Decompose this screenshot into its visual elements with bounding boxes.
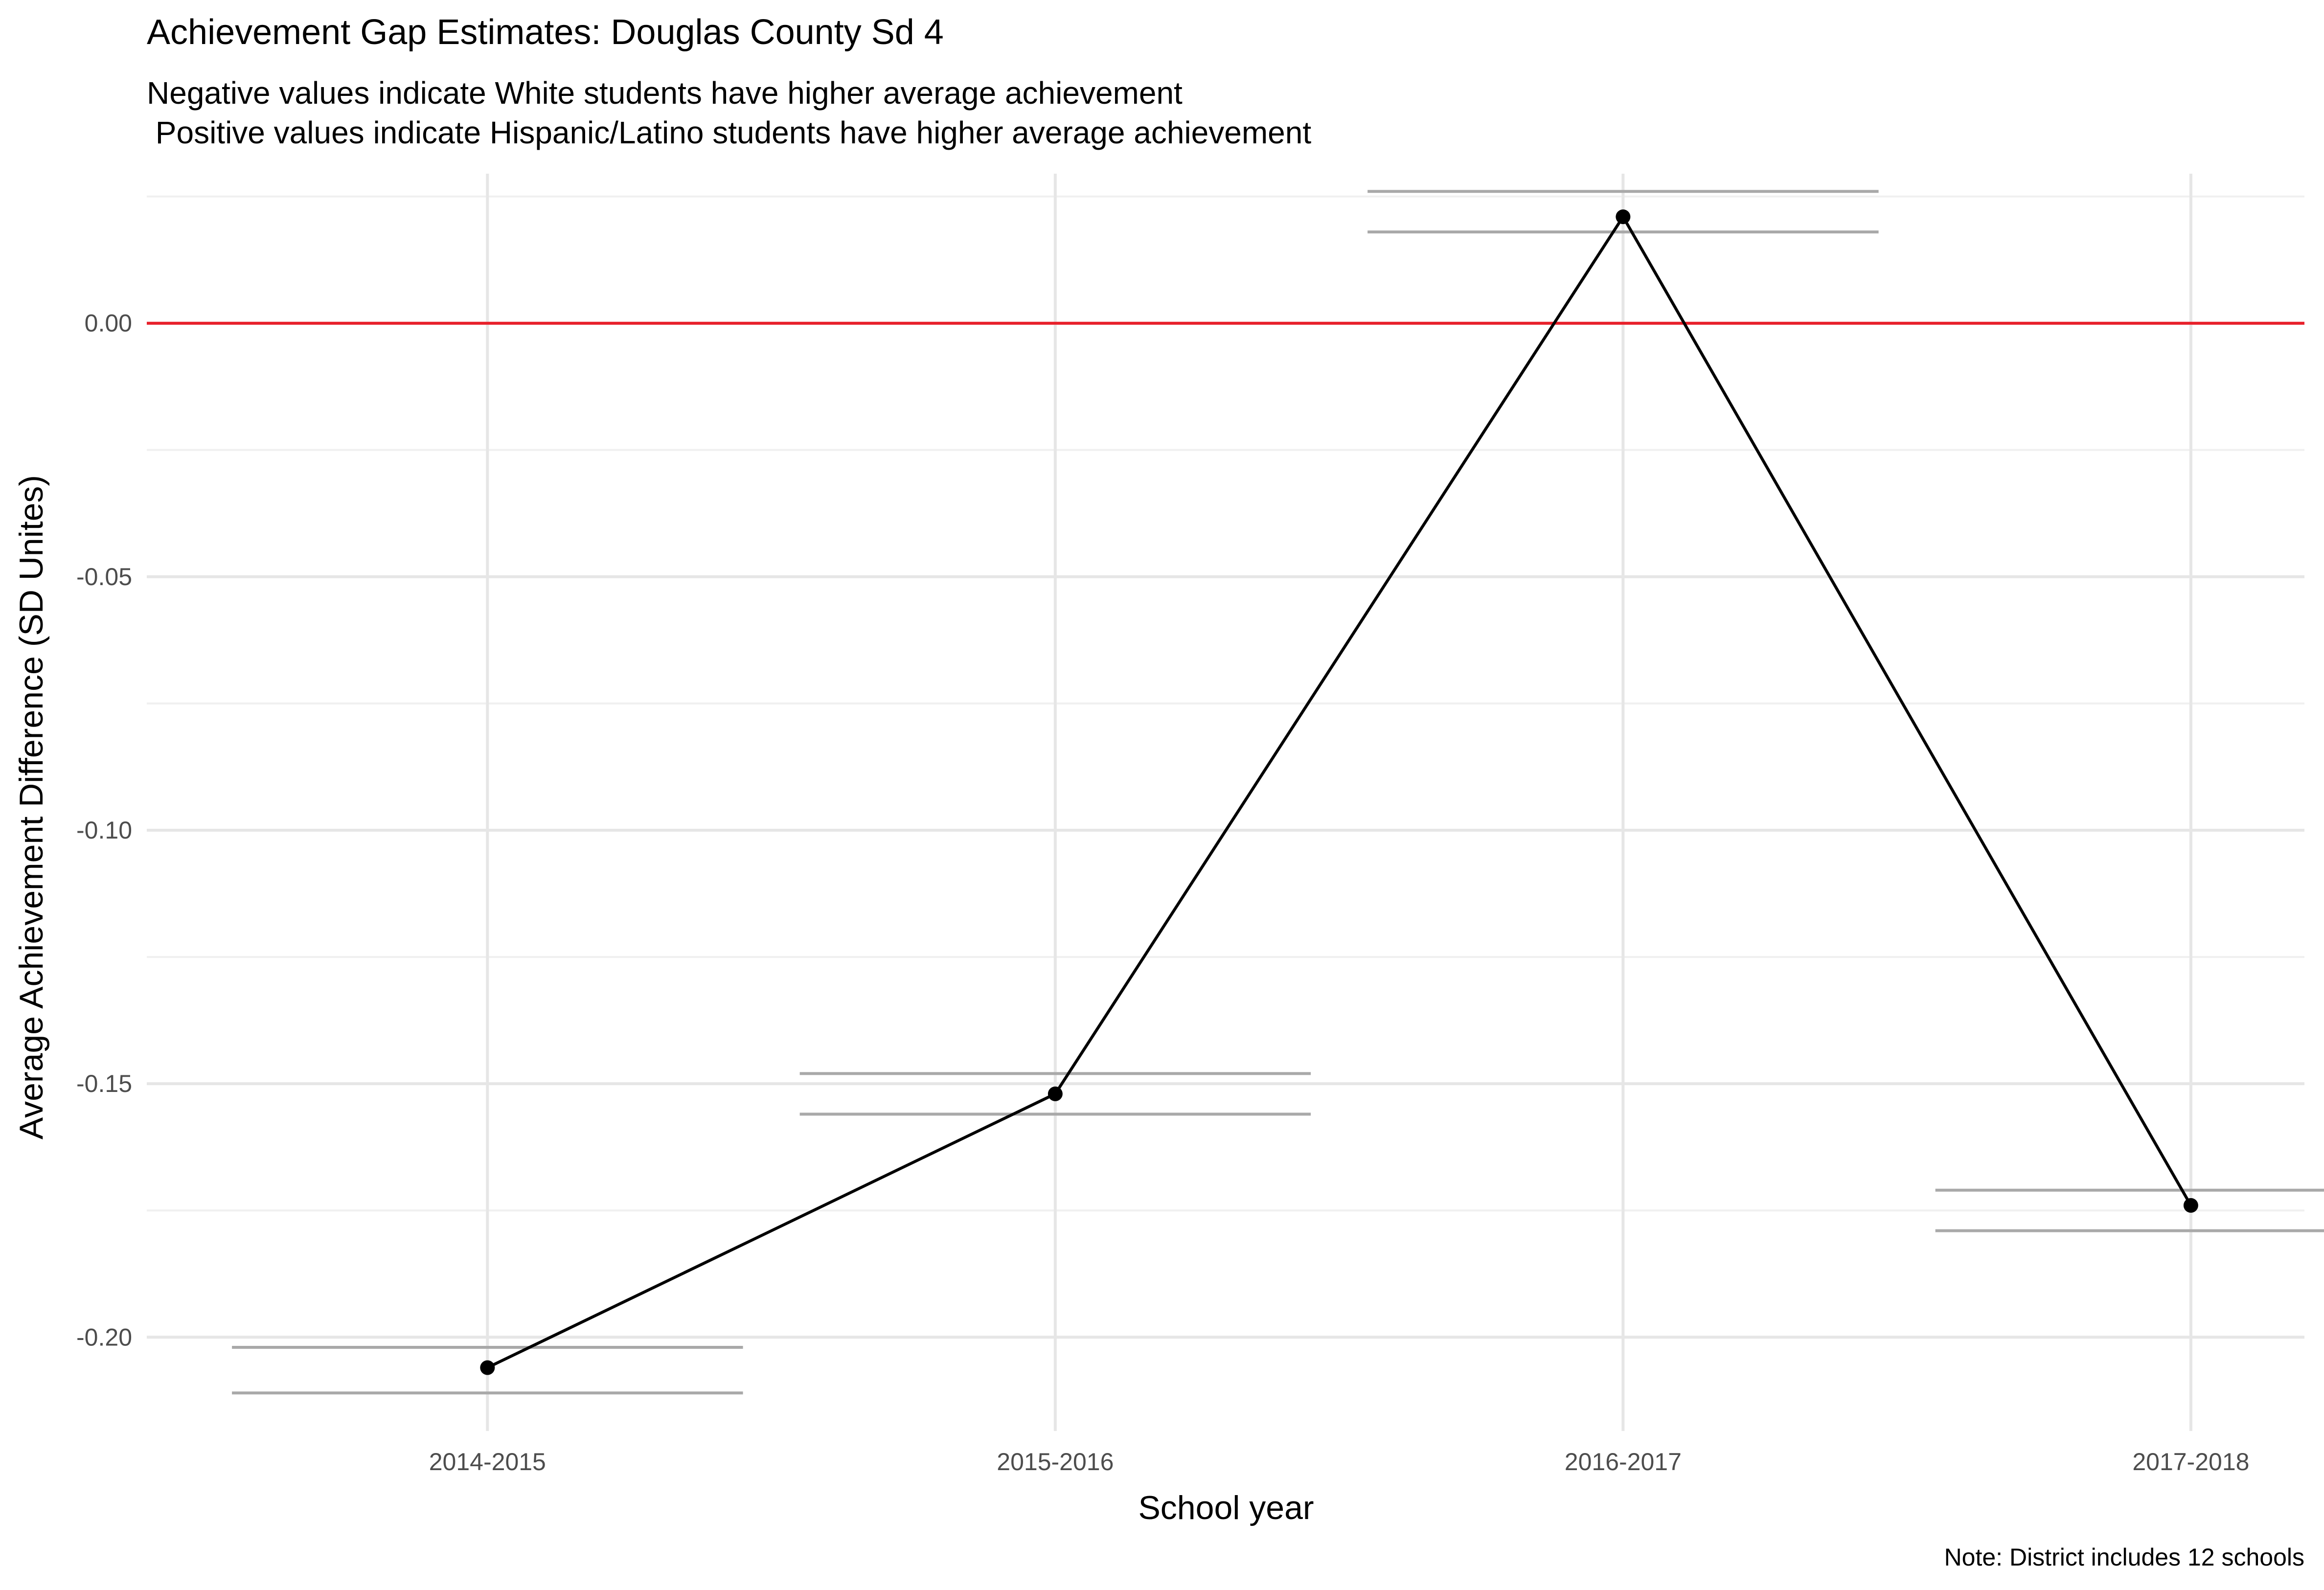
y-tick-label: -0.20	[76, 1323, 132, 1351]
y-tick-label: -0.15	[76, 1070, 132, 1097]
data-point	[1048, 1086, 1063, 1101]
y-tick-label: -0.10	[76, 817, 132, 844]
x-tick-labels: 2014-2015 2015-2016 2016-2017 2017-2018	[429, 1448, 2250, 1476]
y-tick-labels: 0.00 -0.05 -0.10 -0.15 -0.20	[76, 310, 132, 1351]
x-tick-label: 2015-2016	[997, 1448, 1114, 1476]
data-point	[1616, 209, 1631, 225]
data-point	[2183, 1198, 2198, 1213]
y-tick-label: 0.00	[85, 310, 132, 337]
x-axis-title: School year	[1138, 1489, 1314, 1526]
x-tick-label: 2016-2017	[1565, 1448, 1682, 1476]
series-group	[480, 209, 2198, 1375]
x-tick-label: 2014-2015	[429, 1448, 546, 1476]
interval-group	[232, 190, 2324, 1395]
chart-subtitle-line-1: Negative values indicate White students …	[147, 75, 1183, 111]
chart-caption: Note: District includes 12 schools	[1944, 1544, 2304, 1571]
y-axis-title: Average Achievement Difference (SD Unite…	[13, 475, 50, 1139]
chart-title: Achievement Gap Estimates: Douglas Count…	[147, 13, 944, 52]
data-point	[480, 1360, 495, 1375]
y-tick-label: -0.05	[76, 563, 132, 591]
x-tick-label: 2017-2018	[2132, 1448, 2249, 1476]
series-line	[487, 215, 2192, 1369]
chart-subtitle-line-2: Positive values indicate Hispanic/Latino…	[147, 115, 1311, 150]
